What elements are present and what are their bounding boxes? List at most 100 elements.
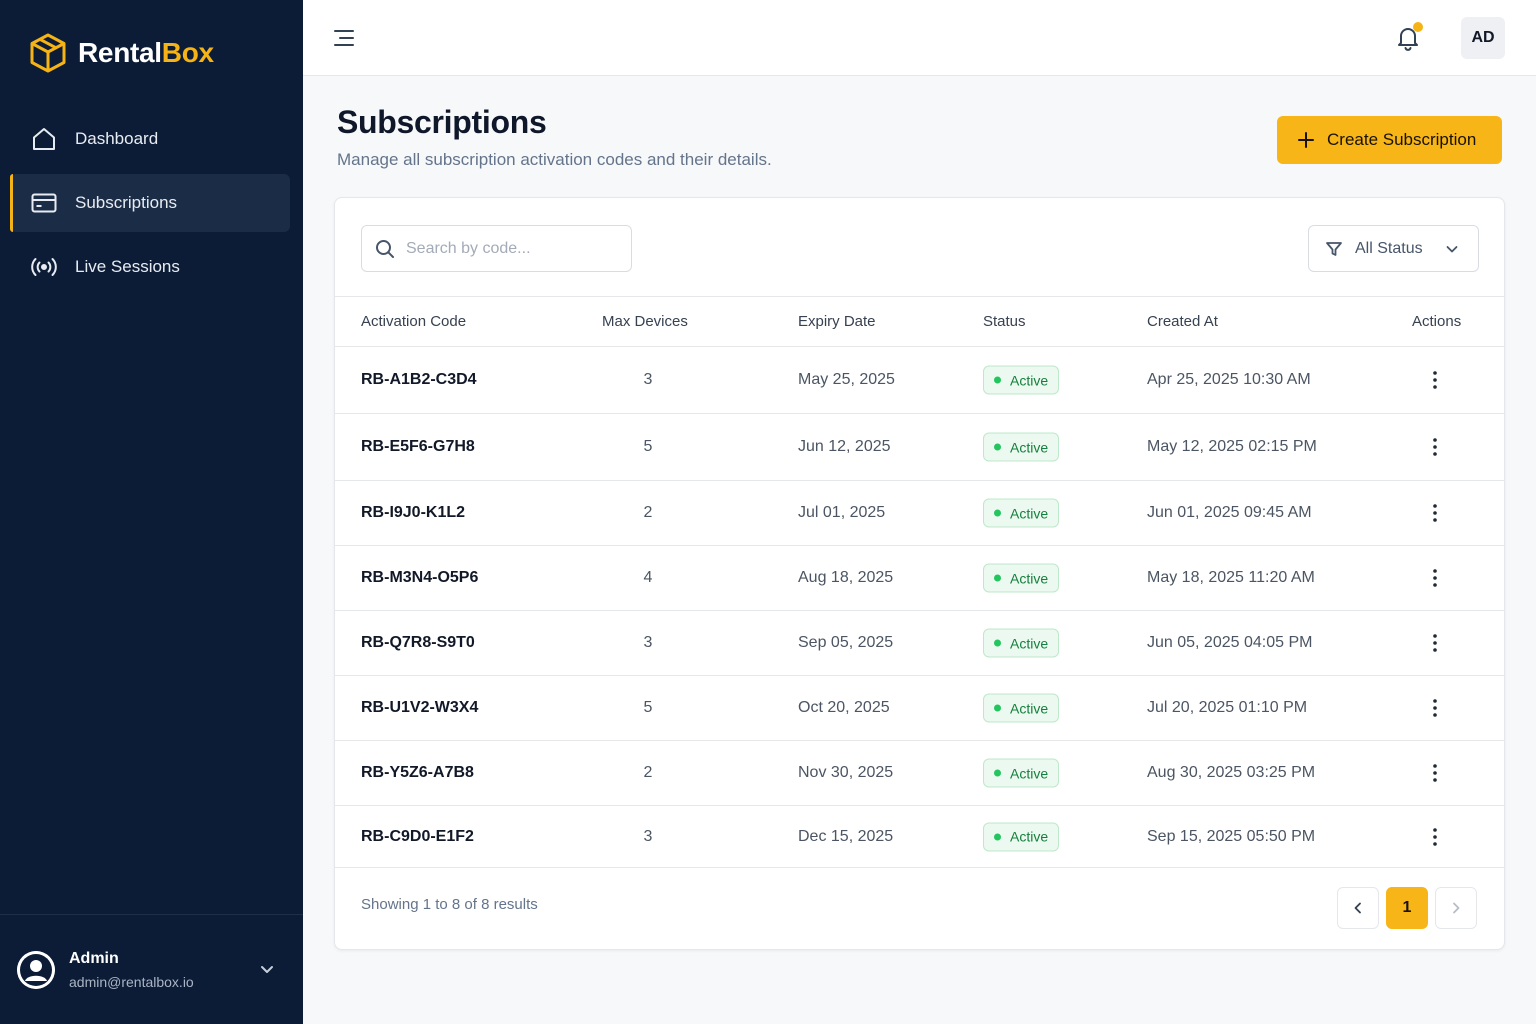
sidebar-item-subscriptions[interactable]: Subscriptions — [10, 174, 290, 232]
activation-code: RB-Q7R8-S9T0 — [361, 634, 475, 651]
column-header-activation-code: Activation Code — [361, 313, 467, 330]
activation-code: RB-Y5Z6-A7B8 — [361, 764, 474, 781]
status-badge: Active — [983, 628, 1060, 658]
column-header-expiry-date: Expiry Date — [798, 313, 876, 330]
notification-dot — [1413, 22, 1423, 32]
card-icon — [31, 193, 57, 213]
column-header-status: Status — [983, 313, 1026, 330]
created-at: Sep 15, 2025 05:50 PM — [1147, 827, 1316, 845]
search-input[interactable] — [406, 239, 616, 258]
bell-icon[interactable] — [1395, 24, 1421, 52]
page-subtitle: Manage all subscription activation codes… — [337, 150, 772, 169]
expiry-date: Sep 05, 2025 — [798, 634, 894, 651]
row-actions-button[interactable] — [1425, 697, 1445, 719]
status-label: Active — [1010, 439, 1049, 455]
table-row[interactable]: RB-A1B2-C3D4 3 May 25, 2025 Active Apr 2… — [335, 347, 1504, 414]
sidebar-nav: Dashboard Subscriptions Live Sessions — [10, 110, 290, 302]
subscriptions-card: All Status Activation Code Max Devices E… — [334, 197, 1505, 950]
activation-code: RB-M3N4-O5P6 — [361, 569, 479, 586]
avatar — [17, 950, 55, 989]
table-row[interactable]: RB-E5F6-G7H8 5 Jun 12, 2025 Active May 1… — [335, 414, 1504, 481]
row-actions-button[interactable] — [1425, 502, 1445, 524]
activation-code: RB-U1V2-W3X4 — [361, 699, 479, 716]
status-label: Active — [1010, 505, 1049, 521]
row-actions-button[interactable] — [1425, 436, 1445, 458]
brand-name: RentalBox — [78, 37, 214, 69]
sidebar-item-live-sessions[interactable]: Live Sessions — [10, 238, 290, 296]
activation-code: RB-A1B2-C3D4 — [361, 371, 477, 388]
sidebar: RentalBox Dashboard Subscriptions Live S… — [0, 0, 303, 1024]
pagination: 1 — [1330, 887, 1477, 929]
status-dot — [994, 509, 1001, 517]
column-header-actions: Actions — [1412, 313, 1462, 330]
table-header: Activation Code Max Devices Expiry Date … — [335, 296, 1504, 347]
user-info: Admin admin@rentalbox.io — [69, 950, 194, 990]
row-actions-button[interactable] — [1425, 762, 1445, 784]
status-dot — [994, 639, 1001, 647]
table-row[interactable]: RB-M3N4-O5P6 4 Aug 18, 2025 Active May 1… — [335, 546, 1504, 611]
brand-logo[interactable]: RentalBox — [28, 32, 214, 74]
status-filter-value: All Status — [1355, 239, 1423, 257]
page-button-current[interactable]: 1 — [1386, 887, 1428, 929]
created-at: May 12, 2025 02:15 PM — [1147, 438, 1317, 455]
status-label: Active — [1010, 570, 1049, 586]
table-row[interactable]: RB-C9D0-E1F2 3 Dec 15, 2025 Active Sep 1… — [335, 806, 1504, 868]
row-actions-button[interactable] — [1425, 826, 1445, 848]
chevron-left-icon — [1354, 902, 1361, 914]
created-at: Jun 01, 2025 09:45 AM — [1147, 504, 1312, 521]
box-icon — [30, 33, 66, 73]
table-row[interactable]: RB-I9J0-K1L2 2 Jul 01, 2025 Active Jun 0… — [335, 481, 1504, 546]
user-menu[interactable]: Admin admin@rentalbox.io — [0, 914, 303, 1024]
status-dot — [994, 769, 1001, 777]
status-badge: Active — [983, 693, 1060, 723]
expiry-date: Jun 12, 2025 — [798, 438, 891, 455]
row-actions-button[interactable] — [1425, 369, 1445, 391]
menu-toggle-icon[interactable] — [331, 26, 357, 50]
status-dot — [994, 704, 1001, 712]
status-dot — [994, 833, 1001, 840]
user-email: admin@rentalbox.io — [69, 973, 194, 990]
status-dot — [994, 574, 1001, 582]
created-at: Apr 25, 2025 10:30 AM — [1147, 371, 1311, 388]
avatar[interactable]: AD — [1461, 17, 1505, 59]
created-at: Aug 30, 2025 03:25 PM — [1147, 764, 1316, 781]
table-row[interactable]: RB-Q7R8-S9T0 3 Sep 05, 2025 Active Jun 0… — [335, 611, 1504, 676]
plus-icon — [1298, 132, 1314, 148]
sidebar-item-dashboard[interactable]: Dashboard — [10, 110, 290, 168]
table-row[interactable]: RB-Y5Z6-A7B8 2 Nov 30, 2025 Active Aug 3… — [335, 741, 1504, 806]
sidebar-item-label: Live Sessions — [75, 257, 180, 276]
expiry-date: Dec 15, 2025 — [798, 827, 894, 845]
column-header-created-at: Created At — [1147, 313, 1218, 330]
user-name: Admin — [69, 949, 119, 967]
status-badge: Active — [983, 822, 1060, 851]
column-header-max-devices: Max Devices — [602, 313, 688, 330]
expiry-date: May 25, 2025 — [798, 371, 895, 388]
created-at: May 18, 2025 11:20 AM — [1147, 569, 1315, 586]
next-page-button[interactable] — [1435, 887, 1477, 929]
status-label: Active — [1010, 372, 1049, 388]
brand-name-part1: Rental — [78, 37, 162, 68]
filter-icon — [1326, 241, 1342, 256]
status-label: Active — [1010, 635, 1049, 651]
search-box[interactable] — [361, 225, 632, 272]
create-subscription-button[interactable]: Create Subscription — [1277, 116, 1502, 164]
chevron-down-icon[interactable] — [257, 959, 277, 979]
more-vertical-icon — [1433, 699, 1437, 717]
created-at: Jun 05, 2025 04:05 PM — [1147, 634, 1313, 651]
more-vertical-icon — [1433, 764, 1437, 782]
search-icon — [376, 239, 394, 258]
status-filter-select[interactable]: All Status — [1308, 225, 1479, 272]
activation-code: RB-E5F6-G7H8 — [361, 438, 475, 455]
status-label: Active — [1010, 765, 1049, 781]
table-body: RB-A1B2-C3D4 3 May 25, 2025 Active Apr 2… — [335, 347, 1504, 868]
expiry-date: Nov 30, 2025 — [798, 764, 894, 781]
status-badge: Active — [983, 498, 1060, 528]
pagination-summary: Showing 1 to 8 of 8 results — [361, 896, 538, 913]
table-row[interactable]: RB-U1V2-W3X4 5 Oct 20, 2025 Active Jul 2… — [335, 676, 1504, 741]
row-actions-button[interactable] — [1425, 632, 1445, 654]
more-vertical-icon — [1433, 569, 1437, 587]
home-icon — [33, 128, 55, 150]
prev-page-button[interactable] — [1337, 887, 1379, 929]
status-badge: Active — [983, 563, 1060, 593]
row-actions-button[interactable] — [1425, 567, 1445, 589]
